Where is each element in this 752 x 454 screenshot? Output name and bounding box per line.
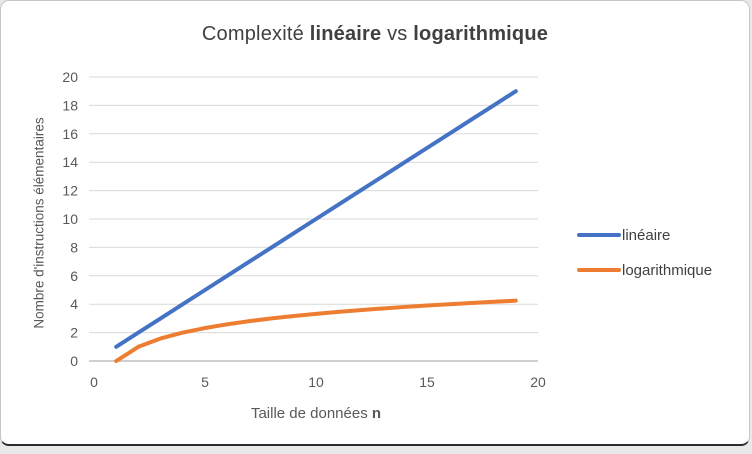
y-tick-label: 0 <box>70 353 78 369</box>
chart-title-bold-logarithmique: logarithmique <box>413 23 549 45</box>
x-tick-label: 10 <box>308 374 324 390</box>
series-line-logarithmique <box>114 298 518 363</box>
y-axis-title: Nombre d'instructions élémentaires <box>31 117 47 329</box>
plot-area: 0 2 4 6 8 10 12 14 16 18 20 0 5 10 15 20 <box>62 69 546 390</box>
chart-title: Complexité linéaire vs logarithmique <box>1 23 749 46</box>
chart-title-bold-lineaire: linéaire <box>309 23 382 45</box>
y-tick-label: 16 <box>62 126 78 142</box>
y-tick-label: 2 <box>70 325 78 341</box>
y-tick-label: 6 <box>70 268 78 284</box>
x-tick-label: 20 <box>530 374 546 390</box>
x-axis-title: Taille de données n <box>251 405 381 422</box>
y-tick-label: 18 <box>62 97 78 113</box>
y-tick-label: 10 <box>62 211 78 227</box>
legend: linéaire logarithmique <box>577 225 712 295</box>
x-tick-label: 0 <box>90 374 98 390</box>
legend-label-lineaire: linéaire <box>622 226 671 244</box>
chart-title-text: Complexité <box>201 23 310 45</box>
lineaire-line-swatch <box>577 233 621 237</box>
y-tick-label: 4 <box>70 296 78 312</box>
y-tick-label: 12 <box>62 183 78 199</box>
series-line-linéaire <box>114 89 518 349</box>
legend-label-logarithmique: logarithmique <box>622 261 713 279</box>
x-tick-label: 15 <box>419 374 435 390</box>
x-tick-label: 5 <box>201 374 209 390</box>
y-tick-label: 8 <box>70 239 78 255</box>
y-tick-label: 20 <box>62 69 78 85</box>
x-axis-title-text: Taille de données <box>250 405 372 422</box>
y-tick-label: 14 <box>62 154 78 170</box>
chart-card: Complexité linéaire vs logarithmique 0 2 4… <box>0 0 750 446</box>
x-axis-title-bold-n: n <box>371 405 382 422</box>
logarithmique-line-swatch <box>577 268 621 272</box>
chart-title-vs: vs <box>381 23 414 45</box>
legend-item-lineaire: linéaire <box>577 225 712 245</box>
legend-item-logarithmique: logarithmique <box>577 260 712 280</box>
